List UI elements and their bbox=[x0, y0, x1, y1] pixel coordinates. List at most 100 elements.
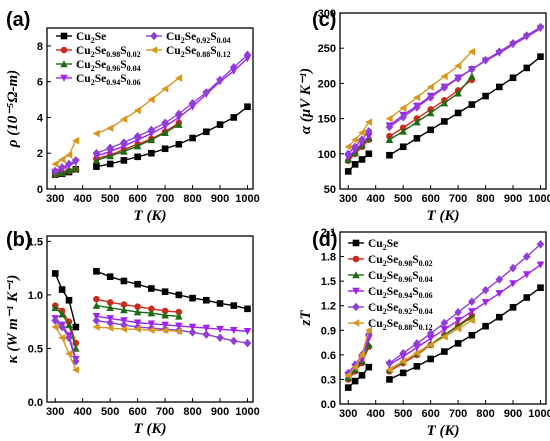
legend-text-part: Se bbox=[185, 31, 197, 43]
y-tick-label: 200 bbox=[318, 78, 336, 90]
data-point bbox=[133, 142, 142, 150]
legend-text-part: S bbox=[210, 31, 216, 43]
y-tick-label: 2.1 bbox=[321, 227, 336, 239]
legend-subscript: 0.04 bbox=[217, 36, 231, 45]
legend-subscript: 0.12 bbox=[419, 323, 433, 332]
legend-text-part: S bbox=[120, 73, 126, 85]
x-tick-label: 800 bbox=[476, 193, 494, 205]
data-point bbox=[385, 135, 394, 144]
legend-subscript: 0.04 bbox=[127, 64, 141, 73]
legend-text-part: S bbox=[210, 45, 216, 57]
legend-marker bbox=[150, 46, 158, 54]
data-point bbox=[454, 74, 462, 83]
legend-text-part: Cu bbox=[76, 45, 91, 57]
data-point bbox=[426, 109, 435, 117]
data-point bbox=[244, 103, 251, 111]
panel-b: 300 400 500 600 700 800 900 1000 0.0 0.5 1.0 1.5 T (… bbox=[5, 229, 260, 437]
legend-text-part: Cu bbox=[166, 45, 181, 57]
x-tick-label: 700 bbox=[449, 408, 467, 420]
data-point bbox=[523, 64, 531, 72]
y-axis-title: ρ (10⁻⁵Ω-m) bbox=[5, 70, 21, 148]
data-point bbox=[454, 307, 462, 317]
data-point bbox=[51, 303, 60, 312]
legend-text-part: Se bbox=[387, 286, 399, 298]
data-point bbox=[454, 89, 462, 97]
y-tick-label: 150 bbox=[318, 114, 336, 126]
data-point bbox=[440, 83, 449, 92]
data-point bbox=[161, 85, 169, 93]
series-line bbox=[96, 319, 248, 344]
data-point bbox=[358, 156, 366, 163]
data-point bbox=[120, 115, 128, 124]
x-tick-label: 500 bbox=[394, 408, 412, 420]
panel-a: 300 400 500 600 700 800 900 1000 0 2 4 6 8 T (K) ρ (10… bbox=[5, 9, 260, 224]
legend-text-part: S bbox=[120, 45, 126, 57]
legend-subscript: 0.04 bbox=[419, 275, 433, 284]
series-line bbox=[54, 320, 77, 362]
data-point bbox=[106, 303, 114, 312]
data-point bbox=[351, 142, 359, 152]
legend-d-entry: Cu2Se0.94S0.06 bbox=[368, 286, 433, 300]
legend-subscript: 0.98 bbox=[106, 50, 120, 59]
data-point bbox=[441, 348, 448, 355]
series-line bbox=[347, 153, 370, 172]
data-point bbox=[175, 308, 183, 316]
data-point bbox=[481, 285, 490, 295]
legend-subscript: 2 bbox=[383, 275, 387, 284]
legend-subscript: 0.92 bbox=[196, 36, 210, 45]
legend-text-part: S bbox=[412, 270, 418, 282]
data-point bbox=[244, 305, 251, 313]
legend-text-part: Cu bbox=[76, 31, 91, 43]
y-tick-label: 1.2 bbox=[321, 301, 336, 313]
x-tick-label: 400 bbox=[367, 193, 385, 205]
legend-subscript: 0.88 bbox=[196, 50, 210, 59]
series-line bbox=[96, 106, 248, 168]
legend-text-part: Se bbox=[387, 254, 399, 266]
x-tick-label: 900 bbox=[504, 408, 522, 420]
data-point bbox=[243, 50, 252, 60]
data-point bbox=[72, 344, 80, 352]
data-point bbox=[216, 121, 224, 128]
legend-marker bbox=[60, 32, 68, 40]
series-Cu2Se0.92S0.04 bbox=[344, 22, 545, 159]
data-point bbox=[399, 112, 407, 122]
legend-text-part: Se bbox=[387, 302, 399, 314]
series-Cu2Se0.88S0.12 bbox=[51, 323, 183, 374]
data-point bbox=[188, 328, 197, 337]
x-tick-label: 700 bbox=[156, 406, 174, 418]
data-point bbox=[175, 291, 183, 299]
x-tick-label: 500 bbox=[394, 193, 412, 205]
data-point bbox=[468, 316, 476, 325]
legend-subscript: 2 bbox=[383, 259, 387, 268]
data-point bbox=[72, 366, 80, 374]
x-tick-label: 700 bbox=[156, 193, 174, 205]
x-tick-label: 600 bbox=[421, 408, 439, 420]
data-point bbox=[536, 239, 545, 249]
data-point bbox=[427, 355, 434, 363]
data-point bbox=[120, 157, 128, 164]
plot-frame bbox=[46, 235, 254, 403]
y-axis-title: κ (W m⁻¹ K⁻¹) bbox=[5, 275, 21, 364]
data-point bbox=[203, 128, 210, 136]
series-Cu2Se0.88S0.12 bbox=[344, 47, 476, 151]
series-line bbox=[347, 130, 370, 155]
data-point bbox=[344, 168, 352, 175]
legend-marker bbox=[150, 31, 158, 41]
x-tick-label: 900 bbox=[211, 406, 229, 418]
data-point bbox=[148, 285, 155, 292]
legend-text-part: Cu bbox=[76, 73, 91, 85]
data-point bbox=[351, 377, 359, 385]
legend-subscript: 2 bbox=[91, 36, 95, 45]
y-tick-label: 0.9 bbox=[321, 325, 336, 337]
data-point bbox=[365, 150, 373, 158]
data-point bbox=[51, 270, 59, 277]
data-point bbox=[147, 323, 156, 333]
x-tick-label: 800 bbox=[476, 408, 494, 420]
data-point bbox=[230, 302, 238, 309]
x-tick-label: 600 bbox=[421, 193, 439, 205]
data-point bbox=[440, 318, 449, 328]
data-point bbox=[148, 149, 155, 157]
series-Cu2Se0.88S0.12 bbox=[51, 74, 183, 168]
data-point bbox=[133, 131, 142, 141]
data-point bbox=[175, 74, 183, 82]
